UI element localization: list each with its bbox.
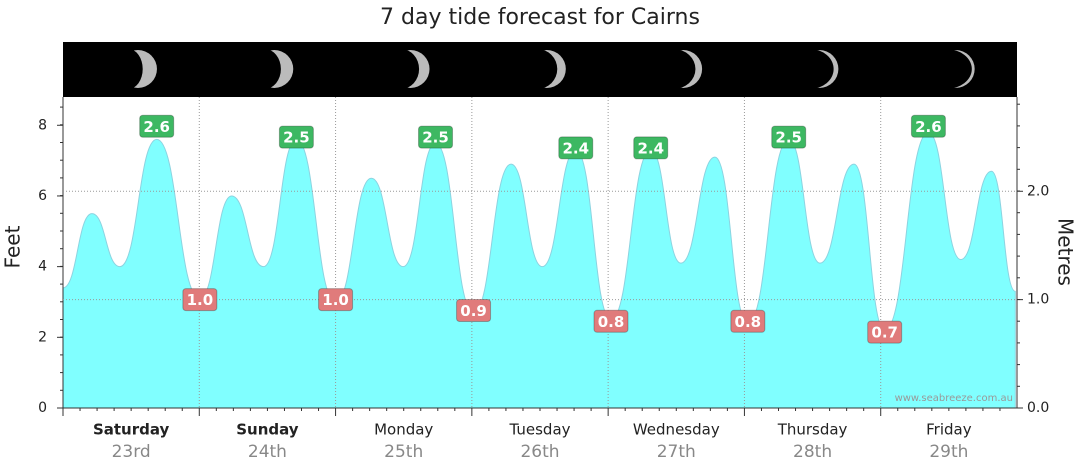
moon-shadow	[920, 49, 972, 89]
day-label: Tuesday	[508, 421, 570, 439]
day-label: Friday	[926, 421, 972, 439]
tide-label-box	[558, 136, 594, 160]
moon-shadow	[786, 49, 834, 89]
moon-shadow	[651, 49, 696, 89]
chart-title: 7 day tide forecast for Cairns	[380, 5, 700, 30]
y-axis-label: Feet	[1, 225, 25, 268]
moon-shadow	[114, 49, 143, 89]
tide-label-box	[867, 320, 903, 344]
y-tick-label: 4	[38, 259, 47, 275]
date-label: 29th	[929, 442, 968, 462]
date-label: 26th	[520, 442, 559, 462]
tide-label: 2.4	[637, 139, 664, 157]
day-label: Thursday	[777, 421, 848, 439]
watermark: www.seabreeze.com.au	[895, 393, 1013, 404]
y-tick-label: 0	[38, 400, 47, 416]
y-tick-label: 2	[38, 329, 47, 345]
tide-area	[62, 131, 1016, 409]
tide-label-box	[771, 125, 807, 149]
date-label: 27th	[657, 442, 696, 462]
y2-tick-label: 1.0	[1027, 292, 1049, 308]
tide-label-box	[318, 288, 354, 312]
tide-label: 1.0	[187, 291, 214, 309]
tide-label: 2.5	[283, 129, 310, 147]
tide-label: 2.4	[562, 139, 589, 157]
y-tick-label: 8	[38, 117, 47, 133]
day-label: Sunday	[236, 421, 299, 439]
tide-label-box	[730, 309, 766, 333]
tide-label: 0.8	[735, 313, 762, 331]
y2-tick-label: 2.0	[1027, 183, 1049, 199]
tide-label-box	[418, 125, 454, 149]
moon-phases	[114, 49, 975, 89]
date-label: 28th	[793, 442, 832, 462]
moon-shadow	[248, 49, 281, 89]
date-label: 24th	[248, 442, 287, 462]
tide-label: 2.6	[915, 118, 942, 136]
moon-shadow	[517, 49, 558, 89]
date-label: 25th	[384, 442, 423, 462]
tide-label: 1.0	[322, 291, 349, 309]
day-label: Wednesday	[633, 421, 720, 439]
date-label: 23rd	[112, 442, 151, 462]
tide-label-box	[456, 298, 492, 322]
tide-label: 2.6	[143, 118, 170, 136]
tide-label: 0.8	[598, 313, 625, 331]
tide-label: 0.9	[460, 302, 487, 320]
moon-shadow	[382, 49, 420, 89]
y2-axis-label: Metres	[1054, 218, 1078, 286]
tide-label-box	[910, 114, 946, 138]
tide-label: 0.7	[871, 324, 898, 342]
tide-label: 2.5	[775, 129, 802, 147]
day-label: Saturday	[93, 421, 170, 439]
tide-label-box	[139, 114, 175, 138]
tide-label-box	[278, 125, 314, 149]
y2-tick-label: 0.0	[1027, 400, 1049, 416]
tide-label-box	[633, 136, 669, 160]
tide-label: 2.5	[422, 129, 449, 147]
day-label: Monday	[374, 421, 433, 439]
tide-label-box	[593, 309, 629, 333]
y-tick-label: 6	[38, 188, 47, 204]
tide-label-box	[182, 288, 218, 312]
